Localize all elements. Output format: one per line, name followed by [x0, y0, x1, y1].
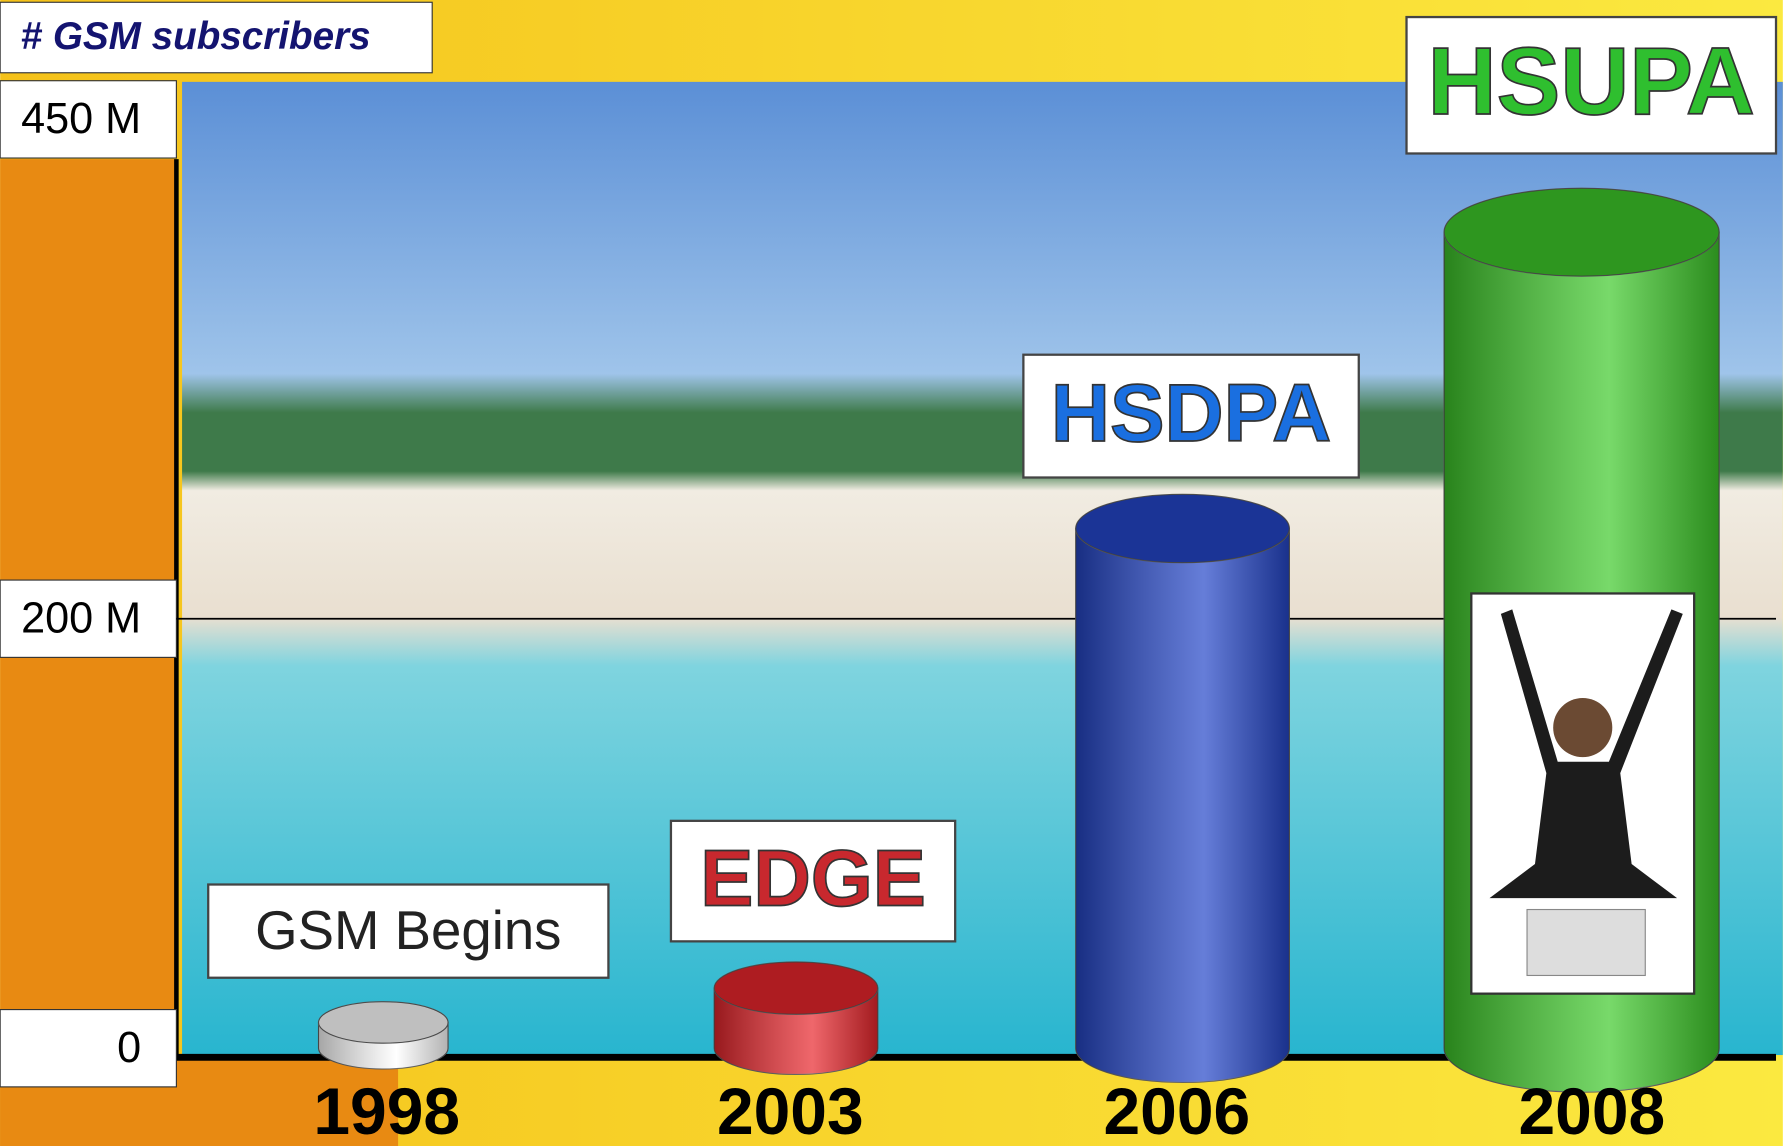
cylinder: [1075, 493, 1290, 1083]
annotation-label: HSUPA: [1428, 29, 1755, 135]
cylinder-top-shade: [318, 1001, 449, 1044]
laptop: [1526, 908, 1646, 977]
x-tick-label: 1998: [313, 1074, 460, 1146]
title-box: [0, 1, 433, 74]
annotation-box: [669, 819, 957, 943]
chart-title: # GSM subscribers: [21, 15, 371, 58]
cylinder-shade: [1075, 528, 1290, 1083]
y-tick-label: 0: [117, 1024, 141, 1072]
cylinder: [713, 961, 879, 1075]
annotation-label: GSM Begins: [255, 900, 561, 961]
annotation-box: [1405, 15, 1778, 155]
y-tick-label: 200 M: [21, 594, 141, 642]
cylinder-top: [713, 961, 879, 1015]
y-tick-box: [0, 80, 177, 159]
x-tick-label: 2003: [717, 1074, 864, 1146]
person-head: [1553, 698, 1613, 758]
plot: 0 200 M 450 M GSM Begins 1998 EDGE 2003 HSDPA 20…: [0, 15, 1778, 1146]
y-tick-box: [0, 579, 177, 658]
person-body: [1489, 609, 1683, 899]
cylinder: [317, 1001, 449, 1070]
cylinder-top-shade: [714, 961, 878, 1015]
annotation-label: HSDPA: [1051, 368, 1331, 459]
cylinder-top-shade: [1444, 188, 1720, 277]
cylinder-top: [1443, 187, 1720, 277]
x-tick-label: 2008: [1518, 1074, 1665, 1146]
cylinder-top: [1075, 493, 1290, 564]
cylinder-top-shade: [1075, 494, 1290, 563]
y-tick-box: [0, 1009, 177, 1088]
cylinder-top: [317, 1001, 449, 1044]
x-tick-label: 2006: [1104, 1074, 1251, 1146]
y-tick-label: 450 M: [21, 95, 141, 143]
annotation-box: [1022, 353, 1360, 479]
annotation-label: EDGE: [700, 834, 926, 923]
annotation-box: [207, 883, 610, 979]
